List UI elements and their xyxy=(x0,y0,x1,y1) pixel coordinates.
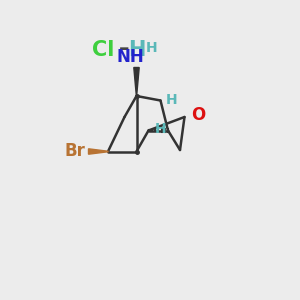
Text: O: O xyxy=(191,106,206,124)
Text: H: H xyxy=(166,93,178,106)
Text: H: H xyxy=(155,122,167,136)
Polygon shape xyxy=(134,68,139,96)
Text: H: H xyxy=(146,41,158,55)
Text: NH: NH xyxy=(116,48,144,66)
Text: Cl: Cl xyxy=(92,40,115,59)
Text: H: H xyxy=(128,40,145,59)
Text: –: – xyxy=(119,40,130,59)
Polygon shape xyxy=(88,149,108,154)
Text: Br: Br xyxy=(64,142,86,160)
